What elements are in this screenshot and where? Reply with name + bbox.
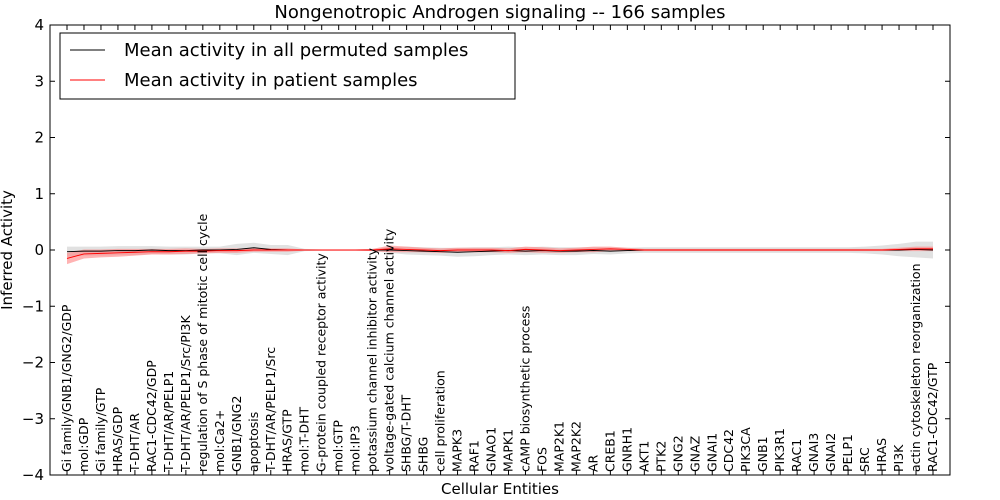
x-category-label: PIK3R1 [772,428,787,472]
chart-title: Nongenotropic Androgen signaling -- 166 … [274,2,725,23]
x-category-label: voltage-gated calcium channel activity [382,228,397,472]
x-category-label: GNB1/GNG2 [229,396,244,472]
x-category-label: actin cytoskeleton reorganization [908,263,923,472]
x-category-label: GNB1 [755,436,770,472]
x-category-label: HRAS/GDP [110,406,125,472]
y-tick-label: 4 [34,16,44,34]
y-tick-label: 3 [34,72,44,90]
x-category-label: PTK2 [653,441,668,472]
x-category-label: RAC1-CDC42/GDP [144,360,159,472]
y-tick-label: −3 [22,410,44,428]
x-category-label: CREB1 [602,430,617,472]
x-category-label: HRAS [874,438,889,472]
x-category-label: GNRH1 [619,427,634,472]
series-line-patient [66,248,933,259]
x-category-label: RAF1 [467,440,482,472]
x-category-label: RAC1 [789,439,804,472]
legend: Mean activity in all permuted samples Mea… [59,32,516,100]
y-tick-label: 0 [34,241,44,259]
x-category-label: mol:Ca2+ [212,410,227,472]
x-category-label: mol:T-DHT [297,406,312,472]
x-category-label: AR [585,454,600,472]
x-category-label: T-DHT/AR/PELP1 [161,371,176,473]
x-category-label: GNAO1 [484,427,499,472]
x-category-label: cell proliferation [433,370,448,472]
x-axis-label: Cellular Entities [441,480,559,498]
x-category-label: GNAZ [687,436,702,472]
x-category-label: T-DHT/AR/PELP1/Src [263,347,278,473]
x-category-label: regulation of S phase of mitotic cell cy… [195,213,210,472]
x-category-label: MAP2K2 [568,421,583,472]
x-category-label: GNAI1 [704,433,719,472]
x-axis: Gi family/GNB1/GNG2/GDP mol:GDP Gi family/… [59,25,940,475]
legend-box [59,32,516,100]
x-category-label: MAPK3 [450,429,465,472]
x-category-label: mol:IP3 [348,425,363,472]
x-category-label: Gi family/GTP [93,387,108,472]
y-axis-label: Inferred Activity [0,190,16,310]
x-category-label: MAP2K1 [551,421,566,472]
x-category-label: GNAI2 [823,433,838,472]
x-category-label: RAC1-CDC42/GTP [925,362,940,472]
x-category-label: AKT1 [636,441,651,472]
x-category-label: CDC42 [721,429,736,472]
x-category-label: T-DHT/AR/PELP1/Src/PI3K [178,315,193,473]
legend-entry: Mean activity in all permuted samples [124,40,468,61]
y-tick-label: 1 [34,185,44,203]
legend-entry: Mean activity in patient samples [124,70,418,91]
x-category-label: Gi family/GNB1/GNG2/GDP [59,304,74,472]
x-category-label: SHBG/T-DHT [399,394,414,472]
x-category-label: GNG2 [670,435,685,472]
x-category-label: MAPK1 [500,429,515,472]
x-category-label: PI3K [891,444,906,472]
y-axis: −4 −3 −2 −1 0 1 2 3 4 [22,16,950,484]
x-category-label: T-DHT/AR [127,413,142,473]
x-category-label: HRAS/GTP [280,409,295,472]
x-category-label: apoptosis [246,412,261,472]
x-category-label: mol:GDP [76,417,91,472]
x-category-label: PIK3CA [738,427,753,472]
series-lines [66,247,934,259]
x-category-label: SHBG [416,437,431,472]
x-category-label: potassium channel inhibitor activity [365,247,380,472]
y-tick-label: −1 [22,297,44,315]
x-category-label: GNAI3 [806,433,821,472]
x-category-label: mol:GTP [331,420,346,472]
x-category-label: cAMP biosynthetic process [517,306,532,472]
x-category-label: PELP1 [840,434,855,472]
y-tick-label: −4 [22,466,44,484]
x-category-label: FOS [534,447,549,472]
y-tick-label: −2 [22,354,44,372]
y-tick-label: 2 [34,129,44,147]
x-category-label: SRC [857,447,872,472]
x-category-label: G-protein coupled receptor activity [314,253,329,472]
